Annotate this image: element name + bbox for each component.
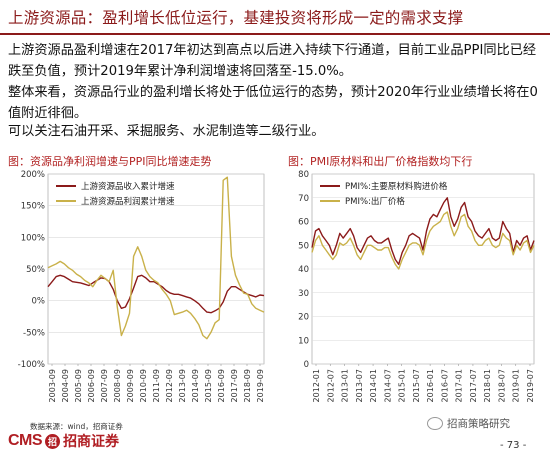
chart-2-ytick-label: 60 xyxy=(298,218,309,228)
chart-2-xtick-label: 2016-01 xyxy=(426,369,435,402)
chart-2-ytick-label: 70 xyxy=(298,194,309,204)
chart-1-ytick-label: -50% xyxy=(23,328,45,338)
chart-1-xtick-label: 2017-09 xyxy=(230,369,239,402)
chart-1-xtick-label: 2011-09 xyxy=(152,369,161,402)
chart-1-xtick-label: 2018-09 xyxy=(243,369,252,402)
chart-2-xtick-label: 2013-01 xyxy=(341,369,350,402)
chart-2-xtick-label: 2013-07 xyxy=(355,369,364,402)
chart-1-title: 图：资源品净利润增速与PPI同比增速走势 xyxy=(8,155,212,168)
chart-2-xtick-label: 2014-07 xyxy=(383,369,392,402)
chart-1-ytick-label: 0% xyxy=(32,297,46,307)
chart-1-xtick-label: 2006-09 xyxy=(87,369,96,402)
chart-2-ytick-label: 0 xyxy=(304,360,309,370)
chart-2-xtick-label: 2015-01 xyxy=(398,369,407,402)
chart-1-ytick-label: 50% xyxy=(26,265,45,275)
chart-2-xtick-label: 2019-01 xyxy=(512,369,521,402)
cms-logo: CMS 招 招商证券 xyxy=(8,430,119,452)
chart-2-xtick-label: 2018-07 xyxy=(497,369,506,402)
chart-pmi-prices: 0 10 20 30 40 50 60 70 80 2012-01 2012-07 2013-01 20… xyxy=(298,170,535,402)
data-source-note: 数据来源：wind，招商证券 xyxy=(30,422,123,431)
chart-2-xtick-label: 2014-01 xyxy=(369,369,378,402)
title-divider xyxy=(0,33,550,35)
chart-1-xtick-label: 2013-09 xyxy=(178,369,187,402)
chart-2-ytick-label: 40 xyxy=(298,265,309,275)
wechat-icon xyxy=(427,417,443,430)
chart-2-xtick-label: 2016-07 xyxy=(440,369,449,402)
paragraph-3: 可以关注石油开采、采掘服务、水泥制造等二级行业。 xyxy=(8,124,325,139)
chart-1-series-2-line xyxy=(47,176,265,340)
chart-2-xtick-label: 2012-07 xyxy=(326,369,335,402)
chart-1-xtick-label: 2015-09 xyxy=(204,369,213,402)
chart-2-ytick-label: 80 xyxy=(298,170,309,180)
wechat-account: 招商策略研究 xyxy=(447,418,510,430)
chart-2-xtick-label: 2017-07 xyxy=(469,369,478,402)
chart-1-ytick-label: 200% xyxy=(21,170,45,180)
chart-2-series-2-line xyxy=(311,211,535,270)
chart-resource-profit-ppi: -100% -50% 0% 50% 100% 150% 200% 2003-09 2004-09… xyxy=(18,170,265,402)
page-title: 上游资源品：盈利增长低位运行，基建投资将形成一定的需求支撑 xyxy=(8,9,464,27)
page-number: - 73 - xyxy=(500,440,527,451)
chart-2-xtick-label: 2015-07 xyxy=(412,369,421,402)
chart-1-xtick-label: 2019-09 xyxy=(256,369,265,402)
logo-en: CMS xyxy=(8,432,43,449)
chart-2-xtick-label: 2019-07 xyxy=(526,369,535,402)
chart-1-xtick-label: 2008-09 xyxy=(113,369,122,402)
paragraph-1: 上游资源品盈利增速在2017年初达到高点以后进入持续下行通道，目前工业品PPI同… xyxy=(8,43,537,79)
chart-1-xtick-label: 2009-09 xyxy=(126,369,135,402)
chart-1-xtick-label: 2010-09 xyxy=(139,369,148,402)
chart-1-ytick-label: 150% xyxy=(21,202,45,212)
chart-2-ytick-label: 20 xyxy=(298,313,309,323)
chart-1-xtick-label: 2004-09 xyxy=(61,369,70,402)
chart-2-ytick-label: 10 xyxy=(298,336,309,346)
chart-1-legend-label: 上游资源品利润累计增速 xyxy=(81,196,175,207)
logo-badge-icon: 招 xyxy=(45,433,61,449)
chart-2-ytick-label: 50 xyxy=(298,241,309,251)
chart-1-ytick-label: 100% xyxy=(21,233,45,243)
chart-2-legend-label: PMI%:主要原材料购进价格 xyxy=(345,181,448,192)
chart-2-title: 图：PMI原材料和出厂价格指数均下行 xyxy=(288,155,473,168)
chart-1-xtick-label: 2007-09 xyxy=(100,369,109,402)
paragraph-2: 整体来看，资源品行业的盈利增长将处于低位运行的态势，预计2020年行业业绩增长将… xyxy=(8,85,538,121)
chart-1-series-1-line xyxy=(47,274,265,314)
chart-2-ytick-label: 30 xyxy=(298,289,309,299)
wechat-watermark: 招商策略研究 xyxy=(427,416,510,431)
chart-1-xtick-label: 2005-09 xyxy=(74,369,83,402)
chart-1-xtick-label: 2014-09 xyxy=(191,369,200,402)
chart-2-xtick-label: 2018-01 xyxy=(483,369,492,402)
chart-1-ytick-label: -100% xyxy=(18,360,45,370)
chart-2-series-1-line xyxy=(311,197,535,266)
chart-2-xtick-label: 2012-01 xyxy=(312,369,321,402)
chart-1-xtick-label: 2016-09 xyxy=(217,369,226,402)
chart-2-legend-label: PMI%:出厂价格 xyxy=(345,196,405,207)
logo-cn: 招商证券 xyxy=(63,434,120,450)
chart-1-xtick-label: 2012-09 xyxy=(165,369,174,402)
chart-1-legend-label: 上游资源品收入累计增速 xyxy=(81,181,175,192)
chart-1-xtick-label: 2003-09 xyxy=(48,369,57,402)
chart-2-xtick-label: 2017-01 xyxy=(455,369,464,402)
